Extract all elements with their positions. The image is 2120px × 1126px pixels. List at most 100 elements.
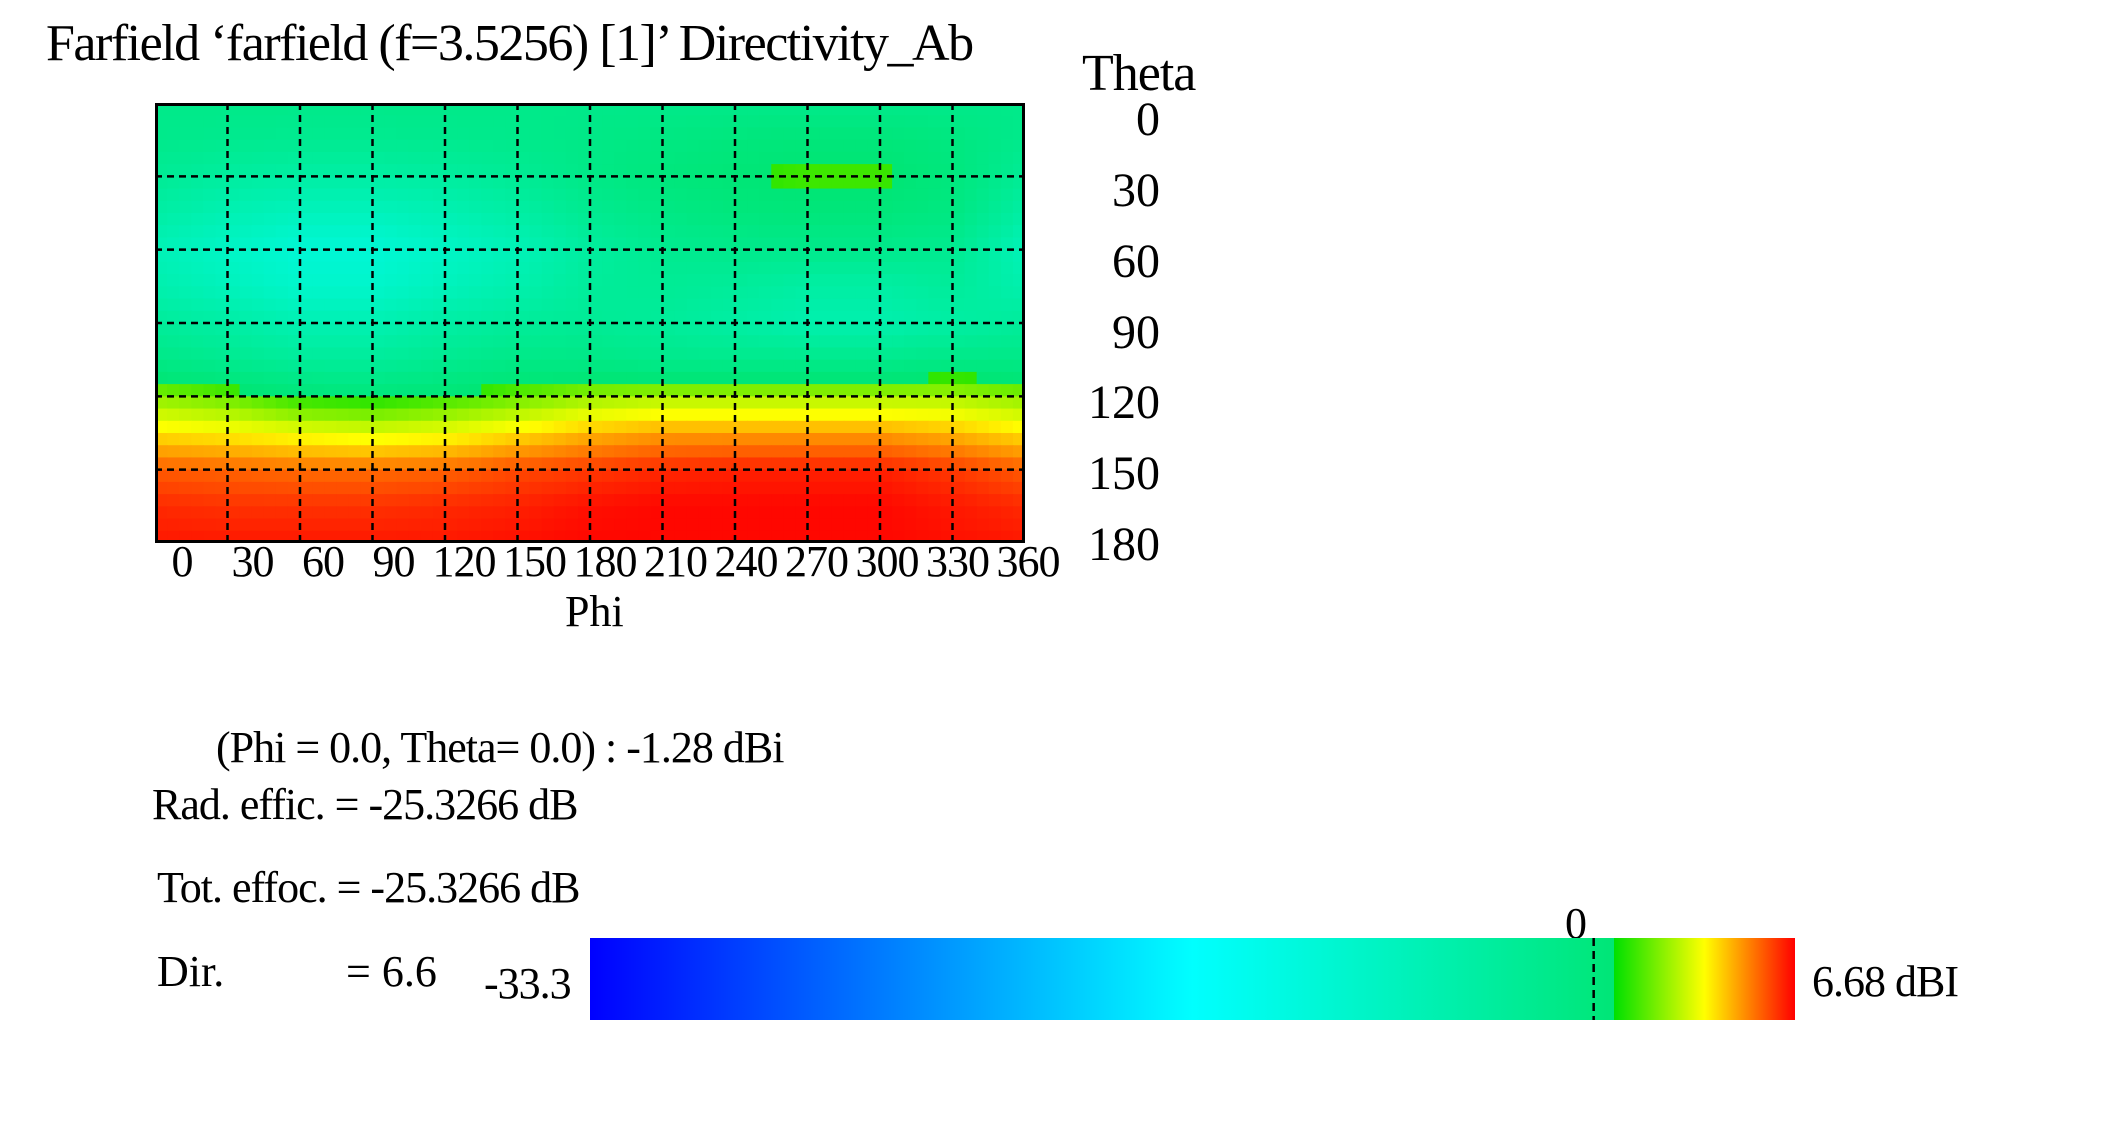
heatmap-cell (819, 237, 833, 251)
heatmap-cell (203, 347, 217, 361)
heatmap-cell (155, 139, 168, 153)
heatmap-cell (674, 359, 688, 373)
heatmap-cell (747, 188, 760, 202)
heatmap-cell (215, 127, 229, 141)
heatmap-cell (807, 530, 821, 543)
heatmap-cell (916, 506, 929, 520)
heatmap-cell (372, 261, 386, 275)
heatmap-cell (674, 384, 688, 397)
heatmap-cell (565, 371, 579, 385)
heatmap-cell (287, 396, 301, 410)
heatmap-cell (517, 286, 531, 300)
heatmap-cell (988, 384, 1002, 397)
heatmap-cell (976, 261, 990, 275)
heatmap-cell (892, 445, 905, 459)
heatmap-cell (191, 347, 204, 361)
heatmap-cell (372, 457, 386, 471)
heatmap-cell (529, 249, 543, 263)
heatmap-cell (952, 261, 966, 275)
heatmap-cell (614, 481, 627, 495)
heatmap-cell (287, 506, 301, 520)
heatmap-cell (396, 213, 410, 226)
heatmap-cell (215, 213, 229, 226)
heatmap-cell (263, 213, 277, 226)
heatmap-cell (722, 371, 736, 385)
heatmap-cell (614, 420, 627, 434)
heatmap-cell (239, 494, 253, 507)
heatmap-cell (710, 188, 724, 202)
heatmap-cell (179, 286, 192, 300)
heatmap-cell (916, 164, 929, 177)
heatmap-cell (167, 335, 180, 349)
heatmap-cell (988, 347, 1002, 361)
heatmap-cell (493, 408, 507, 422)
heatmap-cell (287, 481, 301, 495)
heatmap-cell (336, 396, 349, 410)
heatmap-cell (795, 445, 809, 459)
heatmap-cell (577, 494, 591, 507)
heatmap-cell (384, 139, 398, 153)
heatmap-cell (167, 139, 180, 153)
heatmap-cell (529, 347, 543, 361)
heatmap-cell (577, 188, 591, 202)
heatmap-cell (916, 457, 929, 471)
heatmap-cell (191, 359, 204, 373)
heatmap-cell (771, 359, 784, 373)
heatmap-cell (952, 518, 966, 532)
heatmap-cell (735, 249, 748, 263)
heatmap-cell (348, 420, 362, 434)
heatmap-cell (952, 274, 966, 287)
heatmap-cell (807, 261, 821, 275)
heatmap-cell (336, 347, 349, 361)
heatmap-cell (976, 274, 990, 287)
heatmap-cell (819, 347, 833, 361)
heatmap-cell (493, 347, 507, 361)
heatmap-cell (843, 408, 857, 422)
heatmap-cell (795, 481, 809, 495)
heatmap-cell (759, 494, 772, 507)
heatmap-cell (312, 530, 325, 543)
heatmap-cell (155, 371, 168, 385)
heatmap-cell (698, 371, 712, 385)
heatmap-cell (952, 469, 966, 483)
heatmap-cell (916, 518, 929, 532)
heatmap-cell (155, 225, 168, 239)
heatmap-cell (312, 359, 325, 373)
heatmap-cell (191, 310, 204, 324)
heatmap-cell (469, 225, 482, 239)
heatmap-cell (445, 384, 458, 397)
heatmap-cell (191, 408, 204, 422)
heatmap-cell (541, 506, 555, 520)
heatmap-cell (686, 103, 700, 116)
heatmap-cell (1012, 494, 1025, 507)
heatmap-cell (940, 518, 954, 532)
heatmap-cell (1012, 323, 1025, 336)
heatmap-cell (457, 127, 470, 141)
heatmap-cell (638, 274, 652, 287)
heatmap-cell (493, 469, 507, 483)
heatmap-cell (263, 371, 277, 385)
heatmap-cell (457, 506, 470, 520)
heatmap-cell (191, 481, 204, 495)
heatmap-cell (577, 225, 591, 239)
heatmap-cell (324, 433, 337, 446)
heatmap-cell (855, 298, 869, 312)
heatmap-cell (988, 200, 1002, 214)
heatmap-cell (553, 115, 567, 129)
heatmap-cell (892, 408, 905, 422)
heatmap-cell (626, 530, 639, 543)
heatmap-cell (577, 103, 591, 116)
heatmap-cell (517, 213, 531, 226)
heatmap-cell (275, 127, 289, 141)
heatmap-cell (674, 323, 688, 336)
heatmap-cell (155, 396, 168, 410)
heatmap-cell (203, 481, 217, 495)
heatmap-cell (710, 261, 724, 275)
heatmap-cell (287, 188, 301, 202)
heatmap-cell (735, 457, 748, 471)
heatmap-cell (904, 481, 917, 495)
heatmap-cell (590, 530, 603, 543)
heatmap-cell (771, 335, 784, 349)
heatmap-cell (227, 445, 241, 459)
heatmap-cell (420, 433, 434, 446)
